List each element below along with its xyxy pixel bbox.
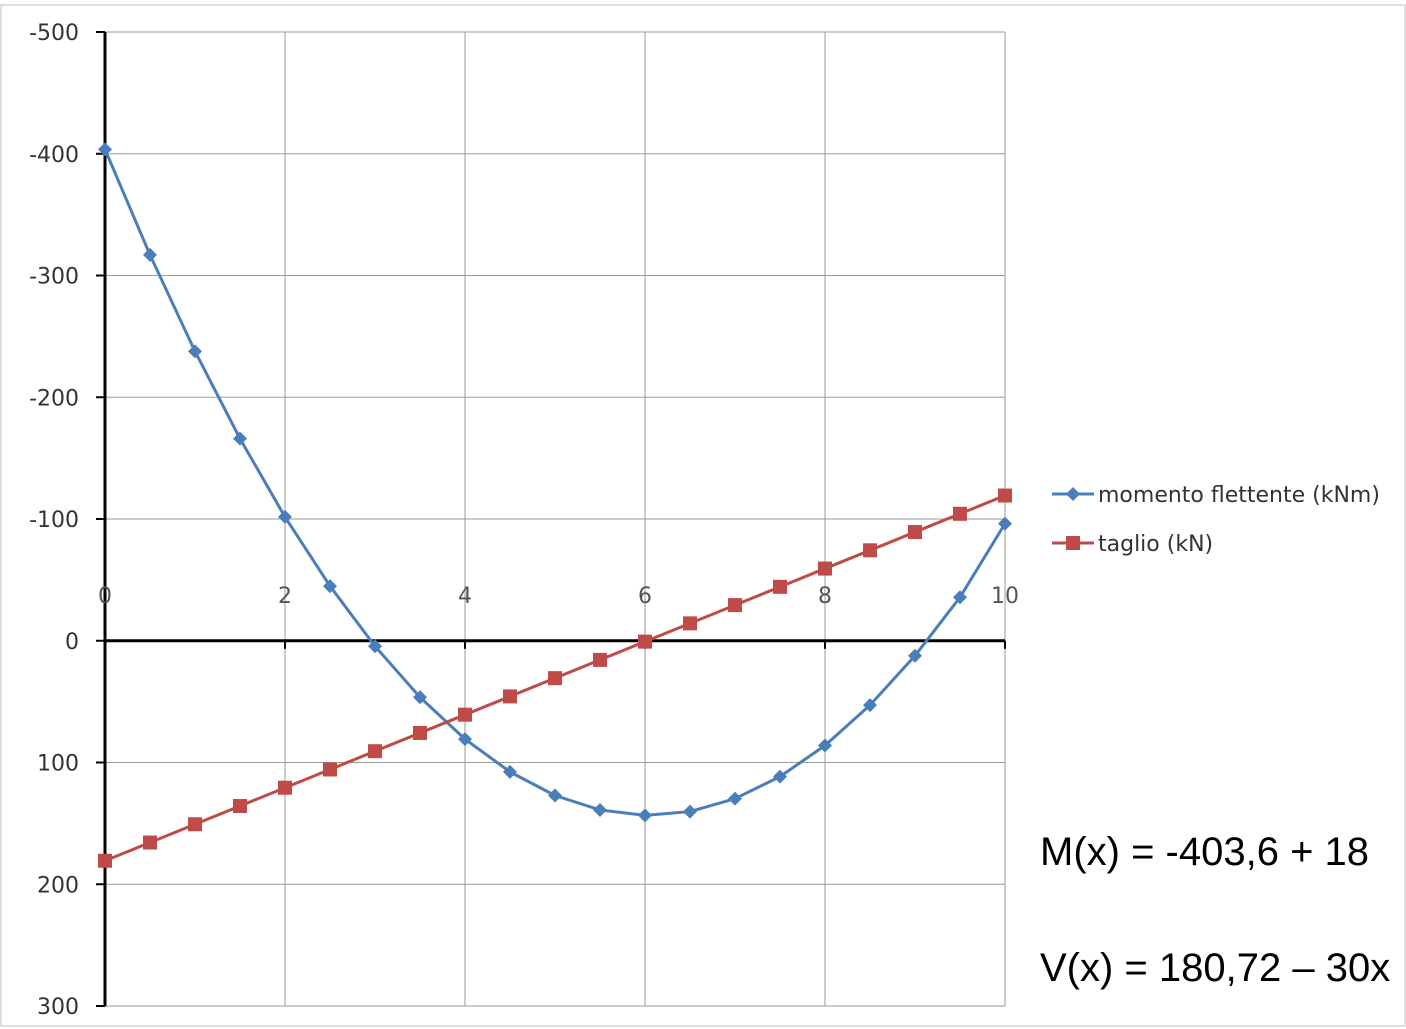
- moment-data-point: [143, 247, 157, 262]
- legend-marker: [1066, 536, 1080, 550]
- y-tick-label: 200: [37, 873, 79, 898]
- moment-data-point: [818, 738, 832, 753]
- shear-data-point: [683, 616, 697, 631]
- moment-formula: M(x) = -403,6 + 18: [1040, 830, 1370, 874]
- shear-data-point: [548, 671, 562, 686]
- shear-data-point: [638, 634, 652, 649]
- moment-data-point: [638, 808, 652, 823]
- legend-marker: [1066, 487, 1080, 501]
- moment-data-point: [98, 142, 112, 157]
- moment-data-point: [188, 344, 202, 359]
- y-tick-label: -200: [29, 386, 79, 411]
- moment-data-point: [413, 690, 427, 705]
- moment-data-point: [593, 802, 607, 817]
- x-tick-label: 6: [638, 584, 652, 609]
- shear-data-point: [98, 853, 112, 868]
- figure-border: [0, 4, 1406, 1027]
- shear-data-point: [368, 744, 382, 759]
- legend-item-moment: momento flettente (kNm): [1052, 483, 1380, 508]
- moment-data-point: [368, 639, 382, 654]
- moment-data-point: [683, 804, 697, 819]
- moment-series-line: [103, 148, 1007, 817]
- x-tick-label: 2: [278, 584, 292, 609]
- legend-label: taglio (kN): [1098, 532, 1213, 557]
- shear-data-point: [908, 525, 922, 540]
- moment-data-point: [728, 791, 742, 806]
- shear-data-point: [188, 817, 202, 832]
- shear-data-point: [998, 488, 1012, 503]
- y-tick-label: -300: [29, 265, 79, 290]
- y-tick-label: 0: [65, 630, 79, 655]
- x-tick-label: 4: [458, 584, 472, 609]
- legend-item-shear: taglio (kN): [1052, 532, 1213, 557]
- moment-data-point: [953, 590, 967, 605]
- moment-data-point: [458, 732, 472, 747]
- moment-data-point: [863, 698, 877, 713]
- shear-formula: V(x) = 180,72 – 30x: [1040, 946, 1391, 990]
- y-tick-label: 100: [37, 752, 79, 777]
- moment-data-point: [548, 788, 562, 803]
- x-tick-label: 0: [98, 584, 112, 609]
- shear-data-point: [458, 707, 472, 722]
- shear-data-point: [278, 780, 292, 795]
- shear-data-point: [413, 725, 427, 740]
- shear-data-point: [728, 598, 742, 613]
- moment-data-point: [773, 769, 787, 784]
- moment-data-point: [233, 431, 247, 446]
- shear-data-point: [593, 652, 607, 667]
- shear-data-point: [863, 543, 877, 558]
- moment-data-point: [323, 579, 337, 594]
- shear-data-point: [503, 689, 517, 704]
- moment-data-point: [503, 764, 517, 779]
- moment-data-point: [908, 648, 922, 663]
- y-tick-label: 300: [37, 995, 79, 1020]
- y-tick-label: -400: [29, 143, 79, 168]
- x-tick-label: 8: [818, 584, 832, 609]
- shear-data-point: [953, 506, 967, 521]
- shear-data-point: [773, 579, 787, 594]
- y-tick-label: -500: [29, 21, 79, 46]
- moment-data-point: [278, 509, 292, 524]
- legend-label: momento flettente (kNm): [1098, 483, 1380, 508]
- moment-data-point: [998, 516, 1012, 531]
- shear-data-point: [143, 835, 157, 850]
- shear-data-point: [323, 762, 337, 777]
- shear-data-point: [818, 561, 832, 576]
- x-tick-label: 10: [991, 584, 1019, 609]
- y-tick-label: -100: [29, 508, 79, 533]
- shear-data-point: [233, 798, 247, 813]
